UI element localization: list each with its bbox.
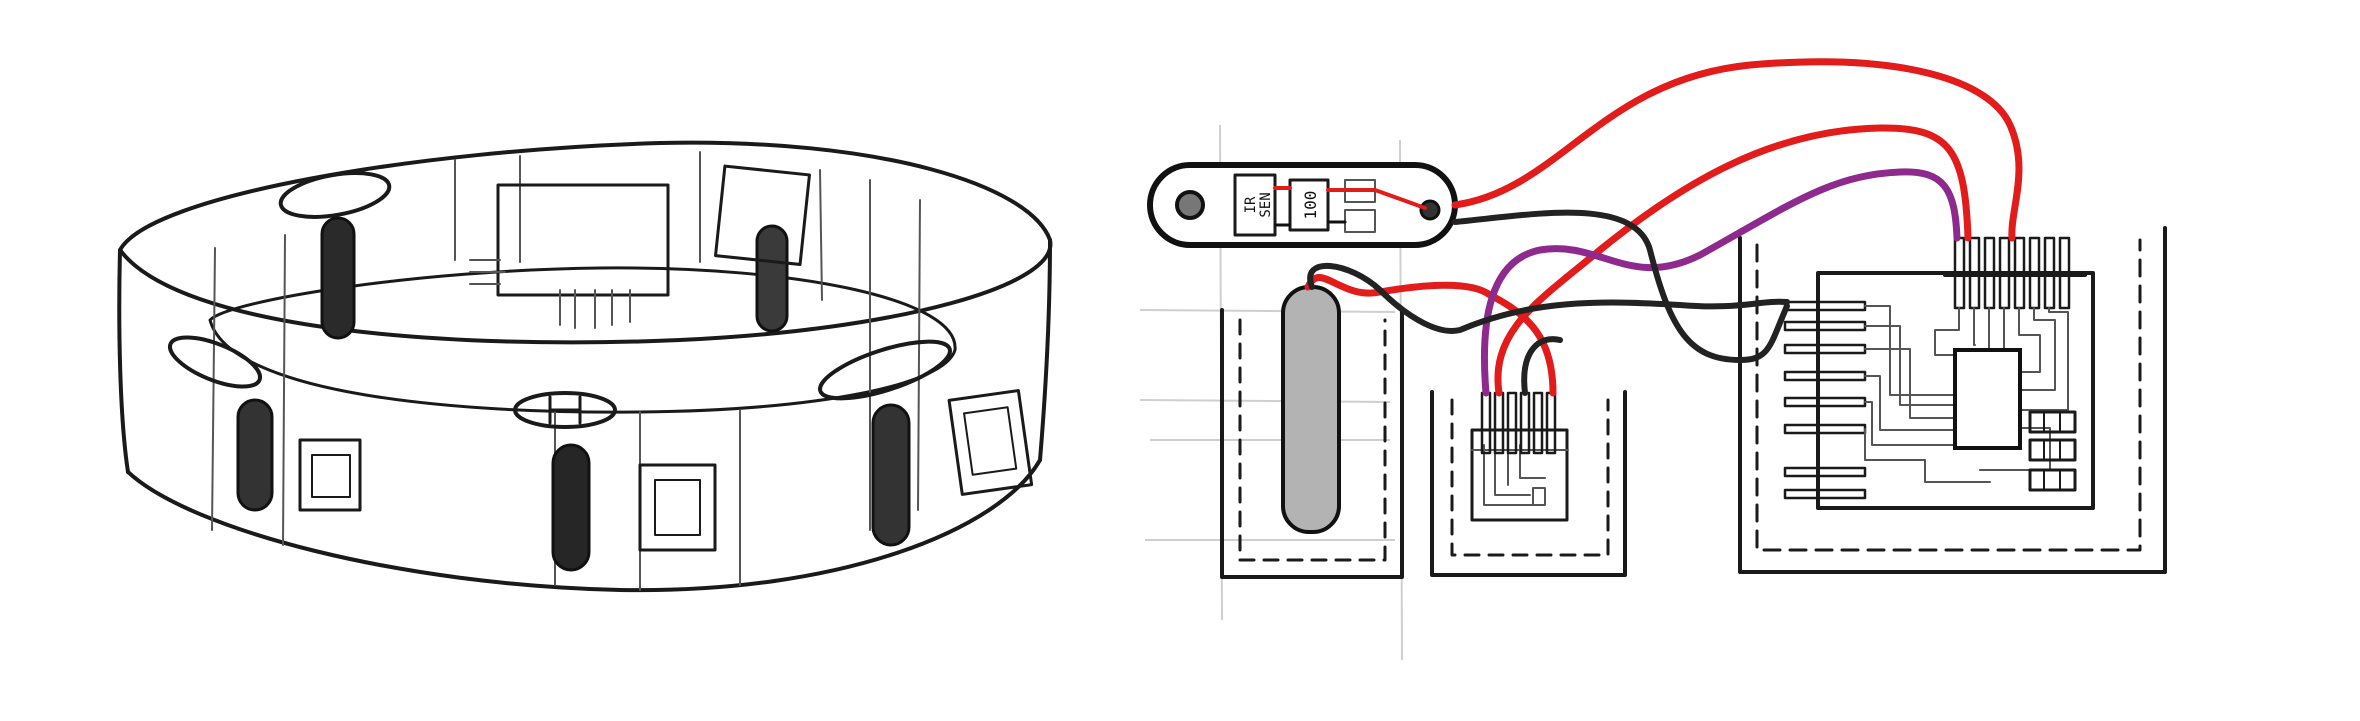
ir-sensor-board: IR SEN 100 — [1147, 162, 1458, 248]
board-box-left-inner — [311, 454, 351, 498]
wire-red-breakout-to-mcu — [1494, 124, 1972, 397]
battery-holder — [1220, 308, 1404, 579]
battery-front — [551, 443, 591, 572]
resistor-label: 100 — [1301, 191, 1320, 220]
ir-chip-label-bottom: SEN — [1258, 192, 1274, 217]
wire-black-breakout-loop — [1521, 336, 1563, 396]
sensor-oval-top — [278, 171, 392, 219]
battery-back-right — [755, 224, 789, 333]
wire-black-battery-to-mcu — [1307, 263, 1790, 334]
battery-holder-inner — [1238, 318, 1387, 562]
wire-purple-breakout-to-mcu — [1480, 168, 1961, 397]
enclosure-sketch — [117, 140, 1053, 593]
enclosure-left-side — [117, 248, 130, 474]
breakout-traces — [1471, 444, 1569, 506]
mcu-chip — [1953, 348, 2022, 450]
sensor-oval-right — [818, 339, 952, 401]
battery-right — [871, 403, 911, 547]
board-box-left — [298, 438, 362, 512]
enclosure-top-rim — [118, 140, 1053, 345]
mcu-top-header-pins — [1943, 236, 2087, 310]
board-box-front — [638, 463, 717, 552]
breakout-holder — [1430, 390, 1627, 577]
mcu-holder-inner — [1755, 238, 2142, 552]
mcu-holder — [1738, 226, 2167, 574]
ir-chip — [1233, 173, 1277, 237]
battery-left — [236, 398, 274, 512]
sensor-oval-front-cells — [548, 395, 582, 425]
enclosure-screen-details — [469, 259, 631, 329]
resistor — [1288, 178, 1330, 232]
enclosure-screen — [496, 183, 670, 297]
board-trace-black — [1273, 220, 1347, 227]
wire-red-battery-to-breakout — [1304, 274, 1557, 397]
sensor-oval-front — [513, 391, 617, 429]
board-box-right — [947, 389, 1034, 496]
battery-back-left — [320, 216, 356, 340]
mounting-hole — [1175, 190, 1205, 220]
enclosure-inner-ring — [208, 266, 957, 414]
enclosure-bottom-rim — [126, 458, 1042, 593]
mcu-small-components — [2028, 410, 2077, 492]
board-box-right-inner — [963, 406, 1018, 476]
breakout-holder-inner — [1450, 398, 1610, 557]
board-box-front-inner — [654, 479, 701, 536]
wire-terminal — [1419, 199, 1441, 221]
board-box-back-right — [714, 164, 811, 266]
breakout-board — [1470, 428, 1569, 522]
board-trace-red — [1273, 186, 1427, 210]
mcu-left-header-pins — [1783, 300, 1867, 500]
wires — [1304, 58, 2023, 397]
sensor-oval-left — [167, 335, 263, 389]
ir-chip-label-top: IR — [1243, 196, 1259, 213]
wire-red-sensor-to-mcu — [1451, 58, 2023, 242]
battery-cell — [1281, 285, 1341, 534]
wiring-diagram: IR SEN 100 — [1139, 58, 2167, 661]
breakout-header-pins — [1480, 391, 1557, 455]
enclosure-right-side — [1038, 238, 1052, 462]
mcu-traces — [1864, 305, 2069, 483]
